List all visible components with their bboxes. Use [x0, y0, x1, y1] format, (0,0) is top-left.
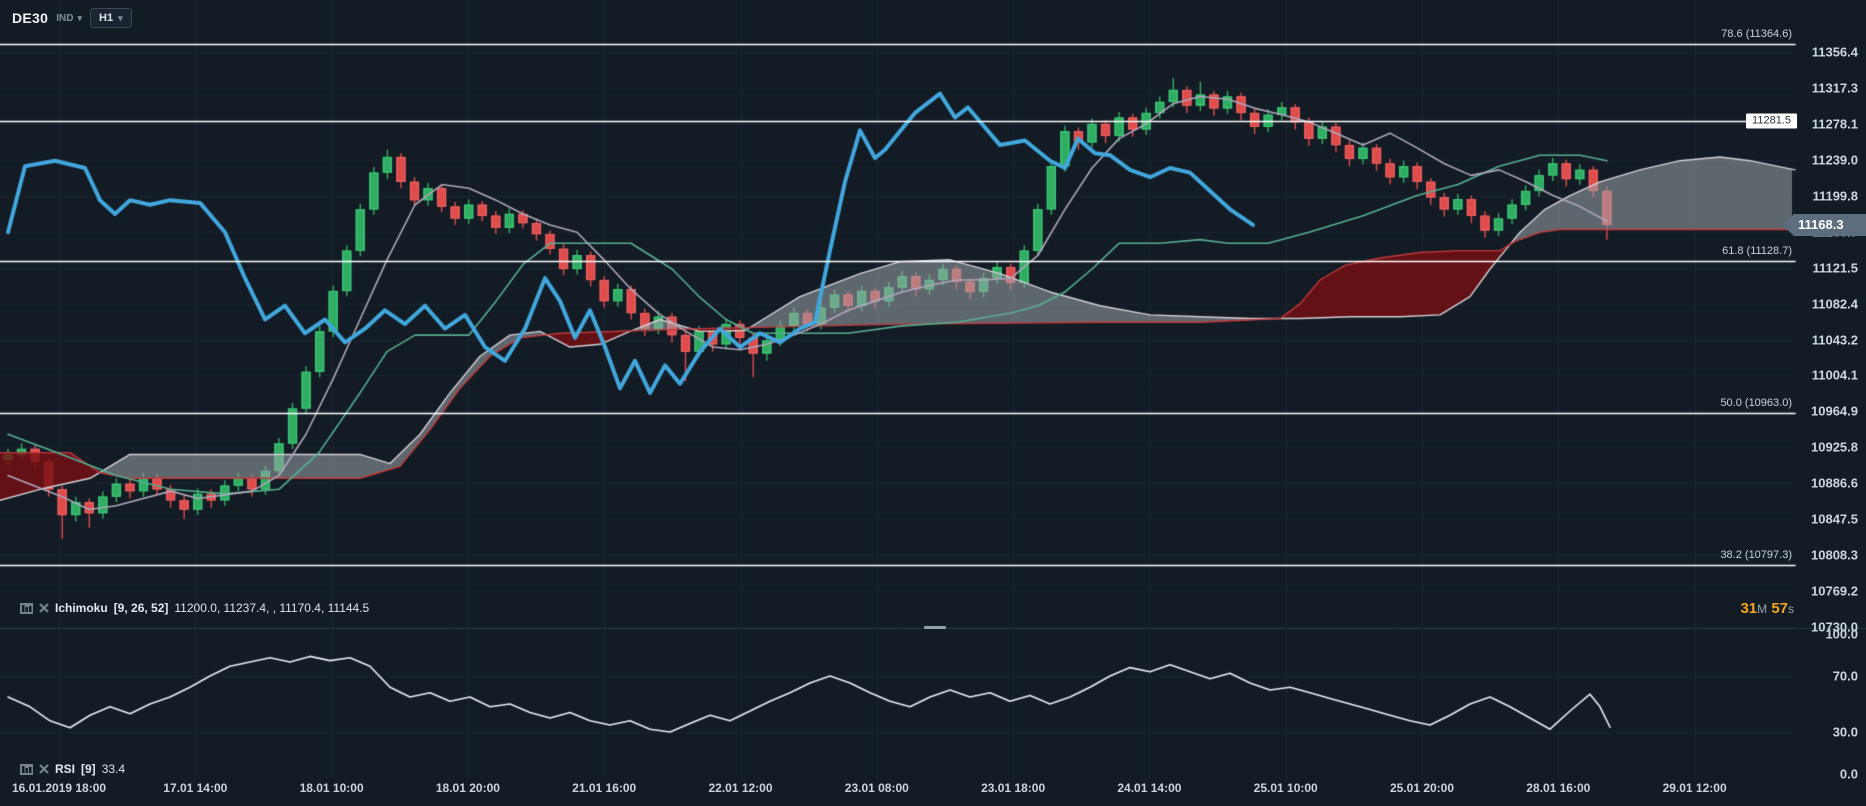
remove-indicator-icon[interactable]: [39, 764, 49, 774]
price-axis-tick[interactable]: 10847.5: [1811, 511, 1858, 527]
price-axis-tick[interactable]: 11239.0: [1811, 152, 1858, 168]
time-axis-label[interactable]: 23.01 08:00: [844, 781, 909, 795]
ichimoku-legend: Ichimoku [9, 26, 52] 11200.0, 11237.4, ,…: [20, 601, 369, 615]
instrument-type-dropdown[interactable]: IND ▾: [56, 13, 82, 24]
instrument-toolbar: DE30 IND ▾ H1 ▾: [12, 8, 132, 28]
price-axis-tick[interactable]: 11317.3: [1811, 80, 1858, 96]
current-price-value: 11168.3: [1794, 213, 1866, 236]
fibonacci-level-label: 38.2 (10797.3): [1720, 549, 1792, 562]
price-axis-tick[interactable]: 10730.0: [1811, 619, 1858, 635]
current-price-tag: 11168.3: [1782, 213, 1866, 236]
instrument-symbol: DE30: [12, 10, 49, 26]
time-axis-label[interactable]: 17.01 14:00: [163, 781, 228, 795]
timer-seconds: 57: [1771, 600, 1788, 617]
ichimoku-name: Ichimoku: [55, 601, 108, 615]
fibonacci-level-label: 61.8 (11128.7): [1722, 245, 1792, 258]
ichimoku-params: [9, 26, 52]: [113, 601, 169, 615]
timeframe-label: H1: [99, 12, 114, 24]
time-axis-label[interactable]: 18.01 20:00: [435, 781, 500, 795]
price-axis-tick[interactable]: 10808.3: [1811, 547, 1858, 563]
price-axis-tick[interactable]: 10964.9: [1811, 403, 1858, 419]
price-axis-tick[interactable]: 10886.6: [1811, 475, 1858, 491]
time-axis-label[interactable]: 29.01 12:00: [1662, 781, 1727, 795]
chevron-down-icon: ▾: [77, 12, 82, 23]
chevron-down-icon: ▾: [118, 12, 123, 23]
price-axis-tick[interactable]: 10925.8: [1811, 439, 1858, 455]
time-axis-label[interactable]: 16.01.2019 18:00: [11, 781, 107, 795]
timeframe-dropdown[interactable]: H1 ▾: [90, 8, 132, 28]
time-axis-label[interactable]: 25.01 10:00: [1253, 781, 1318, 795]
time-axis-label[interactable]: 21.01 16:00: [572, 781, 637, 795]
price-axis-tick[interactable]: 11043.2: [1811, 332, 1858, 347]
price-axis-tick[interactable]: 11278.1: [1811, 116, 1858, 132]
indicator-settings-icon[interactable]: [20, 763, 33, 775]
fibonacci-level-label: 50.0 (10963.0): [1720, 397, 1792, 410]
time-axis-label[interactable]: 28.01 16:00: [1526, 781, 1591, 795]
time-axis-label[interactable]: 23.01 18:00: [981, 781, 1046, 795]
candle-countdown-timer: 31M 57s: [1740, 600, 1794, 617]
price-axis-tick[interactable]: 11004.1: [1811, 367, 1858, 383]
ichimoku-values: 11200.0, 11237.4, , 11170.4, 11144.5: [174, 601, 370, 615]
price-axis-tick[interactable]: 11082.4: [1811, 296, 1858, 312]
rsi-axis-tick[interactable]: 70.0: [1832, 668, 1858, 684]
rsi-axis-tick[interactable]: 100.0: [1825, 626, 1858, 642]
time-axis-label[interactable]: 22.01 12:00: [708, 781, 773, 795]
instrument-type-label: IND: [56, 12, 74, 24]
price-axis-tick[interactable]: 11121.5: [1812, 260, 1858, 276]
rsi-name: RSI: [55, 762, 76, 776]
rsi-axis-tick[interactable]: 30.0: [1832, 724, 1858, 740]
price-axis-tick[interactable]: 11199.8: [1812, 188, 1858, 204]
timer-minutes: 31: [1740, 600, 1758, 617]
rsi-params: [9]: [81, 762, 96, 776]
timer-seconds-unit: s: [1788, 602, 1794, 616]
price-tag-arrow-icon: [1782, 213, 1794, 236]
timer-minutes-unit: M: [1757, 602, 1768, 616]
rsi-axis-tick[interactable]: 0.0: [1839, 766, 1858, 782]
rsi-value: 33.4: [101, 762, 126, 776]
price-axis-tick[interactable]: 10769.2: [1811, 583, 1858, 599]
time-axis-label[interactable]: 25.01 20:00: [1389, 781, 1455, 795]
pane-resize-handle[interactable]: [924, 626, 946, 629]
price-axis-tick[interactable]: 11356.4: [1811, 44, 1858, 60]
fibonacci-level-label: 78.6 (11364.6): [1721, 28, 1792, 41]
price-alert-label[interactable]: 11281.5: [1746, 113, 1797, 129]
remove-indicator-icon[interactable]: [39, 603, 49, 613]
time-axis-label[interactable]: 24.01 14:00: [1117, 781, 1182, 795]
time-axis-label[interactable]: 18.01 10:00: [299, 781, 364, 795]
rsi-legend: RSI [9] 33.4: [20, 762, 125, 776]
indicator-settings-icon[interactable]: [20, 602, 33, 614]
